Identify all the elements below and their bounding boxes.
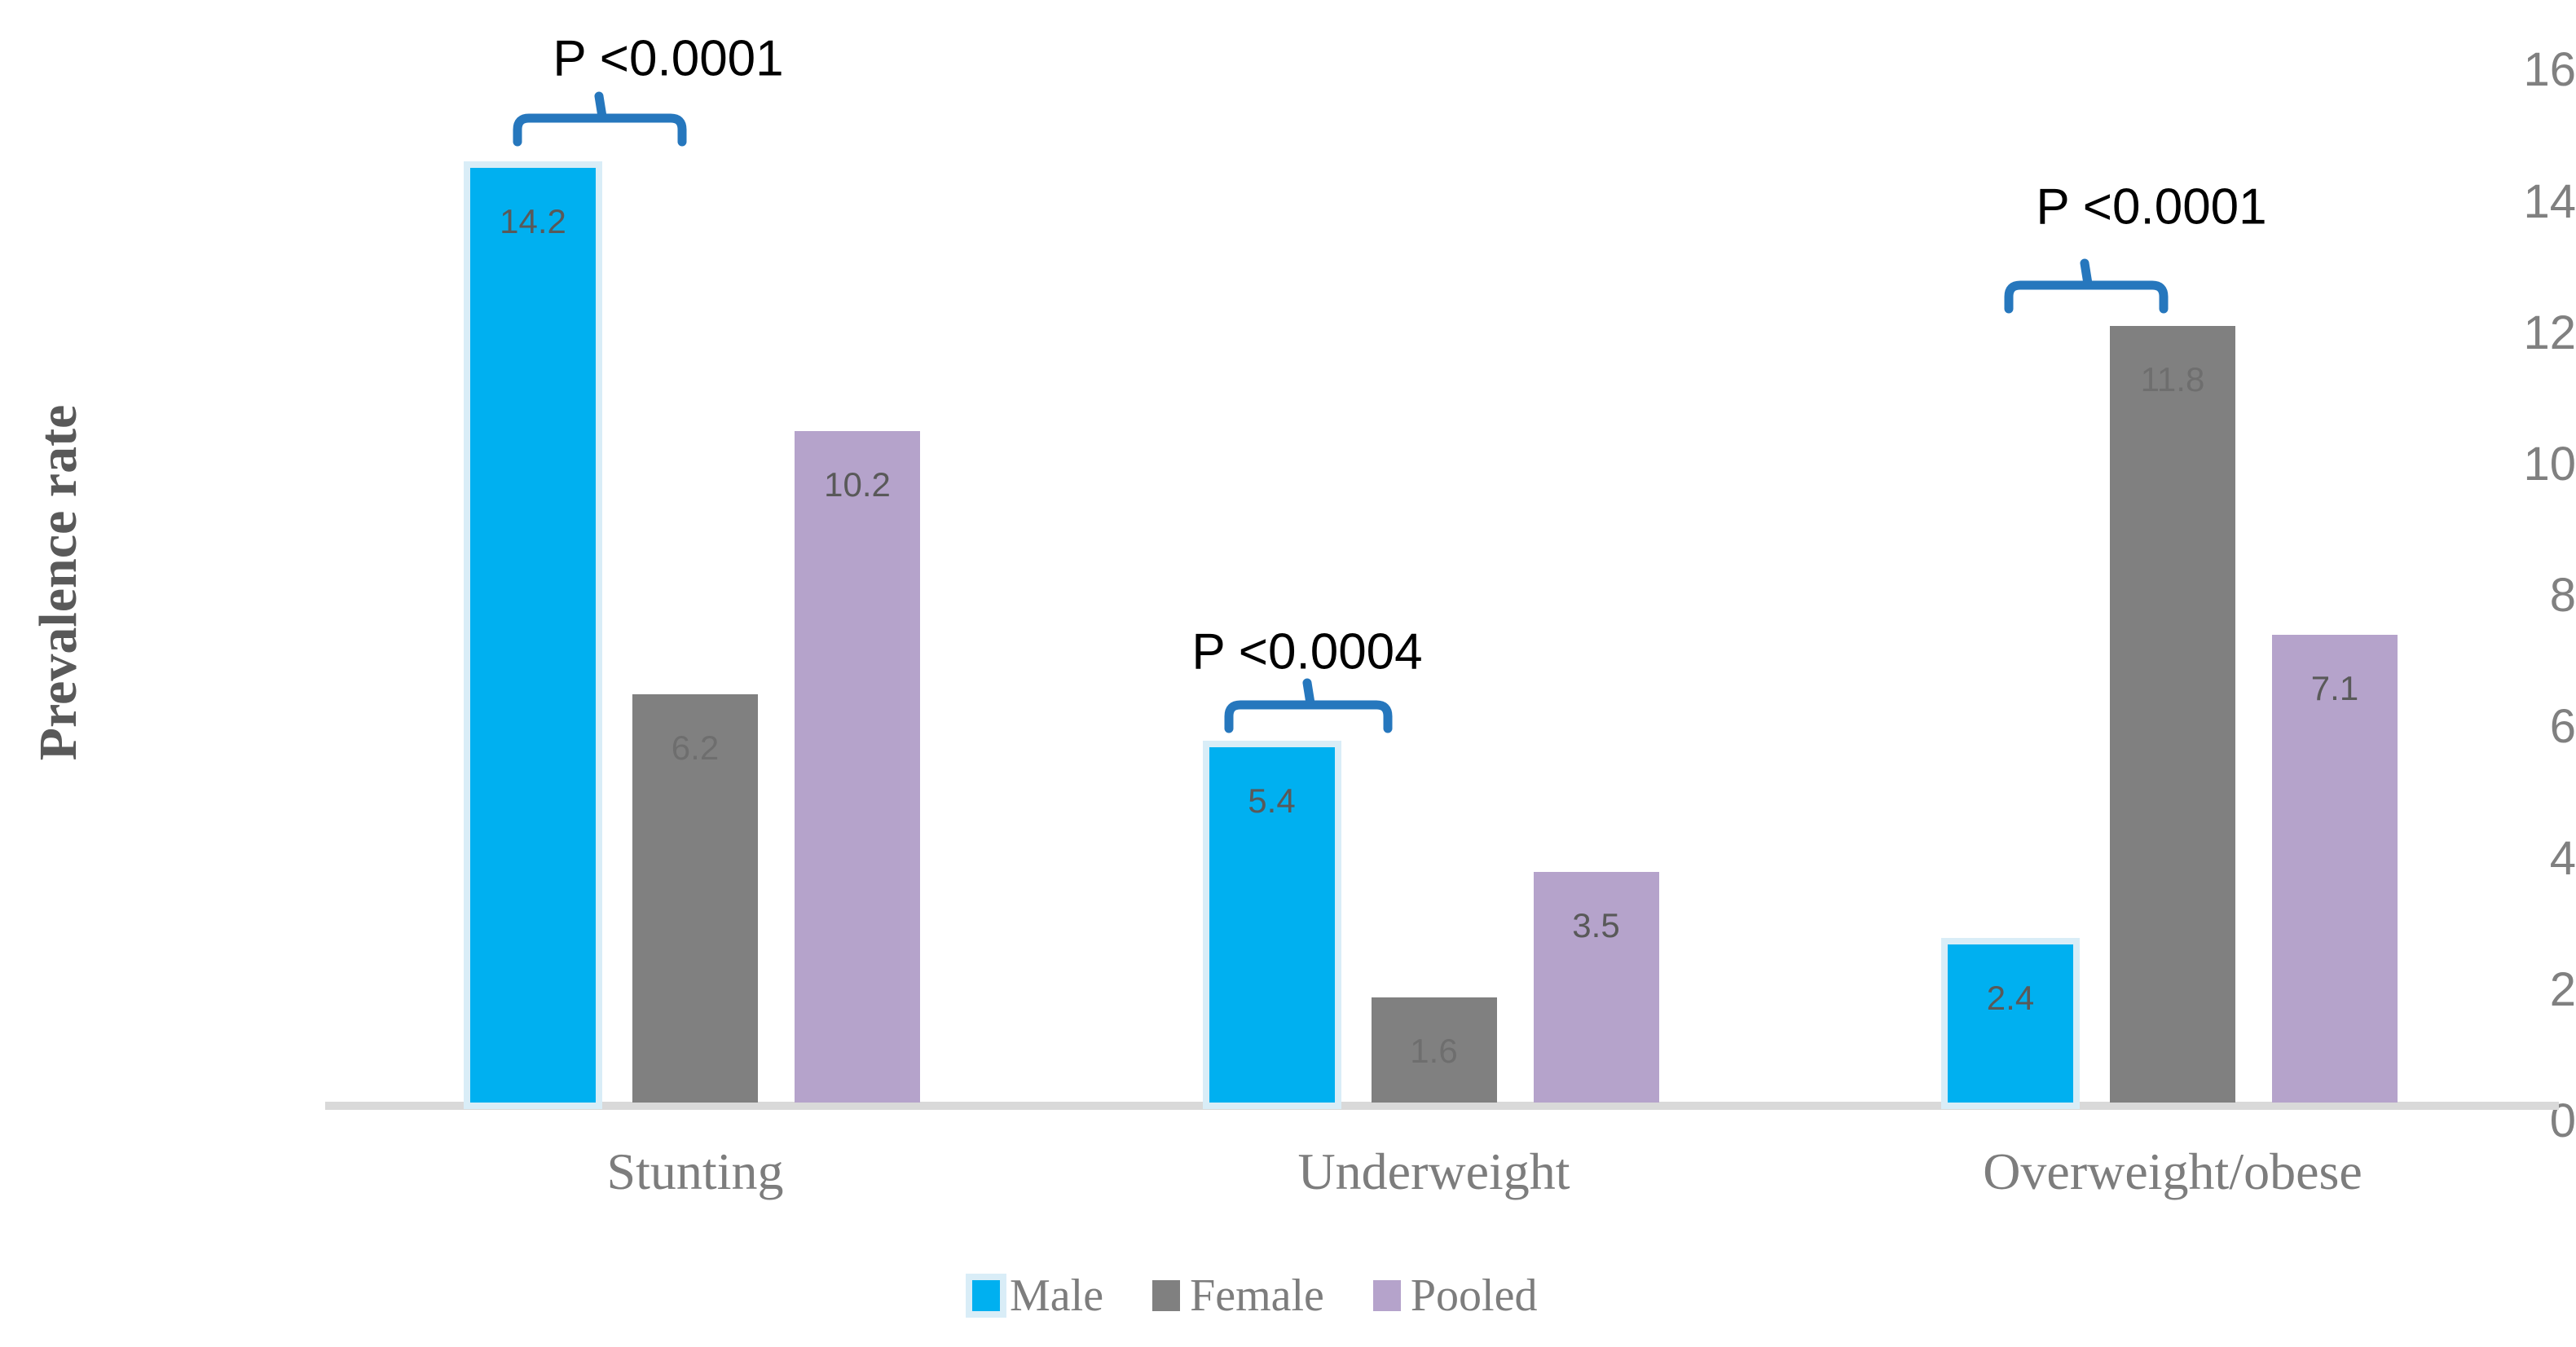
bar-male-underweight: 5.4 bbox=[1209, 747, 1335, 1103]
bar-value-label: 6.2 bbox=[671, 729, 720, 767]
y-tick-label: 6 bbox=[2549, 700, 2576, 754]
p-value-label-underweight: P <0.0004 bbox=[1191, 623, 1423, 680]
bar-female-stunting: 6.2 bbox=[632, 694, 758, 1103]
bar-value-label: 1.6 bbox=[1410, 1032, 1458, 1070]
legend-label-pooled: Pooled bbox=[1410, 1270, 1538, 1321]
bar-value-label: 3.5 bbox=[1572, 906, 1620, 944]
bar-value-label: 11.8 bbox=[2140, 360, 2205, 398]
category-label-underweight: Underweight bbox=[1297, 1142, 1570, 1200]
bar-male-stunting: 14.2 bbox=[470, 168, 596, 1103]
bar-value-label: 2.4 bbox=[1986, 979, 2035, 1017]
legend-item-pooled: Pooled bbox=[1372, 1270, 1538, 1321]
legend-swatch-male bbox=[972, 1280, 1000, 1311]
bar-value-label: 14.2 bbox=[500, 202, 566, 240]
legend-swatch-pooled bbox=[1372, 1280, 1401, 1311]
category-label-overweight-obese: Overweight/obese bbox=[1983, 1142, 2362, 1200]
y-tick-label: 8 bbox=[2549, 569, 2576, 623]
bar-pooled-stunting: 10.2 bbox=[795, 431, 920, 1103]
y-tick-label: 12 bbox=[2523, 306, 2576, 359]
bar-pooled-overweight-obese: 7.1 bbox=[2272, 635, 2398, 1103]
legend: Male Female Pooled bbox=[972, 1273, 1537, 1318]
bracket-overweight-obese bbox=[2004, 258, 2169, 314]
bar-female-overweight-obese: 11.8 bbox=[2110, 326, 2235, 1103]
bar-pooled-underweight: 3.5 bbox=[1533, 872, 1659, 1103]
legend-swatch-female bbox=[1152, 1280, 1181, 1311]
legend-label-male: Male bbox=[1010, 1270, 1104, 1321]
y-tick-label: 4 bbox=[2549, 831, 2576, 885]
bar-male-overweight-obese: 2.4 bbox=[1948, 944, 2073, 1103]
bar-value-label: 10.2 bbox=[824, 465, 891, 504]
y-tick-label: 10 bbox=[2523, 438, 2576, 491]
category-label-stunting: Stunting bbox=[606, 1142, 784, 1200]
bracket-underweight bbox=[1224, 678, 1393, 733]
p-value-label-overweight-obese: P <0.0001 bbox=[2036, 178, 2267, 236]
y-axis-title: Prevalence rate bbox=[29, 404, 88, 761]
legend-item-female: Female bbox=[1152, 1273, 1324, 1318]
legend-item-male: Male bbox=[972, 1273, 1103, 1318]
bar-value-label: 5.4 bbox=[1248, 781, 1296, 820]
bar-female-underweight: 1.6 bbox=[1371, 997, 1497, 1103]
bracket-stunting bbox=[513, 91, 687, 147]
bar-value-label: 7.1 bbox=[2310, 669, 2359, 707]
legend-label-female: Female bbox=[1190, 1270, 1324, 1321]
p-value-label-stunting: P <0.0001 bbox=[553, 30, 784, 87]
y-tick-label: 2 bbox=[2549, 962, 2576, 1016]
x-axis-line bbox=[325, 1102, 2559, 1110]
y-tick-label: 14 bbox=[2523, 174, 2576, 228]
y-tick-label: 16 bbox=[2523, 43, 2576, 97]
